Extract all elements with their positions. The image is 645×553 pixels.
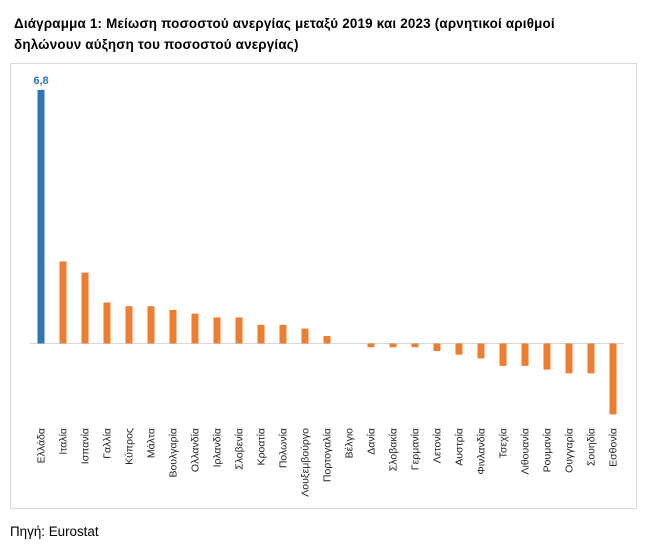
bar-17	[389, 343, 397, 348]
category-label: Βέλγιο	[344, 428, 356, 459]
bar-19	[433, 343, 441, 351]
category-label: Μάλτα	[146, 428, 158, 458]
bar-8	[191, 313, 199, 344]
bar-1	[37, 89, 45, 344]
category-label: Δανία	[366, 428, 378, 455]
category-label: Ιταλία	[58, 428, 70, 455]
bar-12	[279, 324, 287, 344]
bar-23	[521, 343, 529, 366]
bar-16	[367, 343, 375, 348]
category-label: Κύπρος	[124, 428, 136, 465]
bar-20	[455, 343, 463, 355]
bar-24	[543, 343, 551, 370]
bar-27	[609, 343, 617, 415]
bar-14	[323, 336, 331, 344]
bar-18	[411, 343, 419, 348]
category-label: Γερμανία	[410, 428, 422, 470]
category-label: Λετονία	[432, 428, 444, 463]
bar-13	[301, 328, 309, 344]
bar-6	[147, 306, 155, 344]
bar-25	[565, 343, 573, 374]
bar-22	[499, 343, 507, 366]
category-label: Ελλάδα	[36, 428, 48, 463]
bar-9	[213, 317, 221, 344]
category-label: Ολλανδία	[190, 428, 202, 472]
source-note: Πηγή: Eurostat	[10, 524, 99, 539]
chart-frame	[10, 63, 637, 509]
category-label: Πορτογαλία	[322, 428, 334, 482]
chart-title: Διάγραμμα 1: Μείωση ποσοστού ανεργίας με…	[14, 16, 555, 52]
category-label: Βουλγαρία	[168, 428, 180, 478]
category-label: Γαλλία	[102, 428, 114, 459]
category-label: Ιρλανδία	[212, 428, 224, 467]
category-label: Σλοβακία	[388, 428, 400, 471]
category-label: Αυστρία	[454, 428, 466, 466]
bar-10	[235, 317, 243, 344]
category-label: Ισπανία	[80, 428, 92, 464]
bar-7	[169, 309, 177, 344]
category-label: Πολωνία	[278, 428, 290, 468]
bar-21	[477, 343, 485, 359]
bar-5	[125, 306, 133, 344]
bar-4	[103, 302, 111, 344]
category-label: Εσθονία	[608, 428, 620, 467]
data-label: 6,8	[33, 75, 48, 87]
bar-26	[587, 343, 595, 374]
category-label: Κροατία	[256, 428, 268, 465]
bar-11	[257, 324, 265, 344]
bar-3	[81, 272, 89, 344]
category-label: Σλοβενία	[234, 428, 246, 470]
bar-2	[59, 261, 67, 344]
category-label: Λιθουανία	[520, 428, 532, 475]
category-label: Τσεχία	[498, 428, 510, 458]
category-label: Ουγγαρία	[564, 428, 576, 473]
category-label: Φινλανδία	[476, 428, 488, 475]
category-label: Ρουμανία	[542, 428, 554, 472]
category-label: Σουηδία	[586, 428, 598, 466]
category-label: Λουξεμβούργο	[300, 428, 312, 497]
